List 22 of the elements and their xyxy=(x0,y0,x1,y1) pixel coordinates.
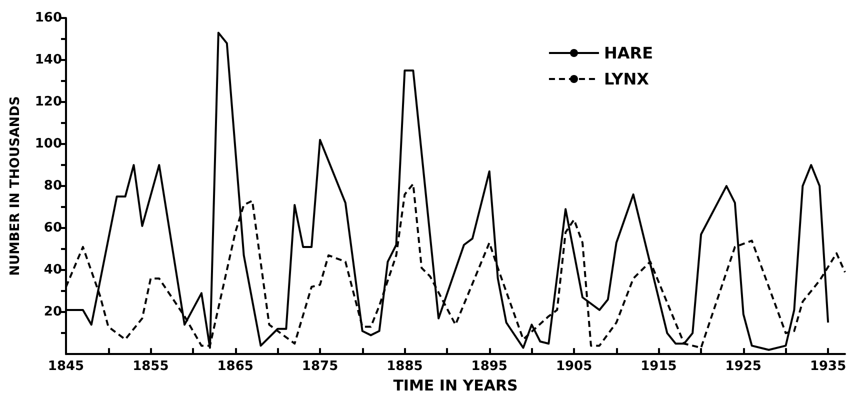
y-tick-label: 20 xyxy=(44,304,62,320)
x-tick-label: 1885 xyxy=(386,359,423,374)
y-tick-label: 120 xyxy=(34,94,62,110)
x-tick-label: 1935 xyxy=(810,359,846,374)
x-tick-label: 1845 xyxy=(48,359,84,374)
y-axis-title: NUMBER IN THOUSANDS xyxy=(8,96,23,276)
y-tick-label: 40 xyxy=(44,262,62,278)
y-tick-label: 80 xyxy=(44,178,62,194)
x-tick-label: 1905 xyxy=(556,359,592,374)
x-tick-label: 1855 xyxy=(132,359,169,374)
legend-label: HARE xyxy=(604,44,654,62)
x-tick-label: 1895 xyxy=(471,359,508,374)
x-tick-label: 1865 xyxy=(217,359,254,374)
x-axis-title: TIME IN YEARS xyxy=(393,376,518,394)
y-tick-label: 60 xyxy=(44,220,62,236)
x-tick-label: 1915 xyxy=(640,359,677,374)
y-tick-label: 100 xyxy=(34,136,62,152)
x-tick-label: 1875 xyxy=(302,359,338,374)
y-tick-label: 160 xyxy=(34,10,62,26)
legend-label: LYNX xyxy=(604,70,650,88)
x-tick-label: 1925 xyxy=(725,359,762,374)
y-tick-label: 140 xyxy=(34,52,62,68)
